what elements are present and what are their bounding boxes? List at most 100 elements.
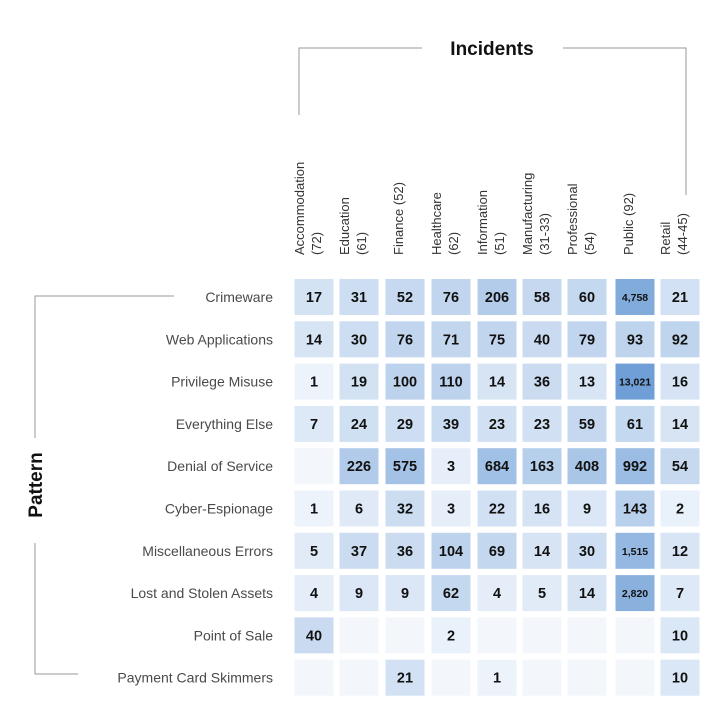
heatmap-cell <box>522 405 562 442</box>
heatmap-cell <box>294 363 334 400</box>
cell-value-label: 1 <box>310 375 318 391</box>
heatmap-cell <box>477 575 517 612</box>
column-label-line: Manufacturing <box>520 173 535 255</box>
cell-value-label: 1 <box>310 502 318 518</box>
heatmap-cell <box>385 279 425 315</box>
row-label: Payment Card Skimmers <box>117 670 273 686</box>
heatmap-cell <box>431 279 471 315</box>
cell-value-label: 163 <box>530 459 554 475</box>
heatmap-cell <box>385 532 425 569</box>
heatmap-cell <box>522 575 562 612</box>
heatmap-cell <box>615 532 655 569</box>
row-label: Denial of Service <box>167 458 273 474</box>
heatmap-cell <box>385 490 425 527</box>
heatmap-cell <box>567 532 607 569</box>
heatmap-cell <box>385 659 425 696</box>
heatmap-cell <box>385 405 425 442</box>
heatmap-cell <box>660 405 700 442</box>
cell-value-label: 14 <box>579 586 595 602</box>
heatmap-cell <box>615 279 655 315</box>
cell-value-label: 14 <box>489 375 505 391</box>
heatmap-cell <box>294 617 334 654</box>
cell-value-label: 69 <box>489 544 505 560</box>
column-label-line: Information <box>475 190 490 255</box>
heatmap-cell <box>477 490 517 527</box>
heatmap-cell <box>567 659 607 696</box>
heatmap-cell <box>522 448 562 485</box>
heatmap-cell <box>477 321 517 358</box>
cell-value-label: 3 <box>447 502 455 518</box>
heatmap-cell <box>431 659 471 696</box>
cell-value-label: 32 <box>397 502 413 518</box>
row-label: Web Applications <box>166 331 273 347</box>
cell-value-label: 5 <box>310 544 318 560</box>
heatmap-cell <box>339 532 379 569</box>
cell-value-label: 110 <box>439 375 462 391</box>
cell-value-label: 71 <box>443 332 459 348</box>
column-label-line: Retail <box>658 222 673 255</box>
row-labels: Crimeware Web Applications Privilege Misus… <box>117 289 273 686</box>
cell-value-label: 93 <box>627 332 643 348</box>
column-label-line: Healthcare <box>429 192 444 255</box>
column-label-line: Accommodation <box>292 162 307 255</box>
column-label-line: (51) <box>492 232 507 255</box>
row-label: Crimeware <box>205 289 273 305</box>
cell-value-label: 9 <box>583 502 591 518</box>
heatmap-cell <box>294 279 334 315</box>
cell-value-label: 36 <box>397 544 413 560</box>
heatmap-cell <box>431 363 471 400</box>
cell-value-label: 1,515 <box>622 546 648 558</box>
heatmap-cell <box>567 490 607 527</box>
row-label: Point of Sale <box>194 627 274 643</box>
column-label: Information (51) <box>475 190 507 255</box>
heatmap-cell <box>339 575 379 612</box>
column-label-line: (44-45) <box>675 213 690 255</box>
cell-value-label: 684 <box>485 459 509 475</box>
cell-value-label: 104 <box>439 544 463 560</box>
heatmap-cell <box>431 448 471 485</box>
heatmap-cell <box>615 363 655 400</box>
cell-value-label: 17 <box>306 290 322 306</box>
cell-value-label: 58 <box>534 290 550 306</box>
cell-value-label: 408 <box>575 459 599 475</box>
heatmap-cell <box>477 617 517 654</box>
heatmap-cell <box>431 532 471 569</box>
column-label-line: (72) <box>309 232 324 255</box>
heatmap-cell <box>660 532 700 569</box>
heatmap-cell <box>615 405 655 442</box>
heatmap-cell <box>431 405 471 442</box>
heatmap-cell <box>567 279 607 315</box>
column-label-line: Finance (52) <box>391 182 406 255</box>
heatmap-cell <box>567 363 607 400</box>
column-label: Accommodation (72) <box>292 162 324 255</box>
cell-value-label: 7 <box>310 417 318 433</box>
cell-value-label: 22 <box>489 502 505 518</box>
cell-value-label: 24 <box>351 417 367 433</box>
cell-value-label: 75 <box>489 332 505 348</box>
cell-value-label: 14 <box>672 417 688 433</box>
cell-value-label: 19 <box>351 375 367 391</box>
heatmap-cell <box>339 448 379 485</box>
column-label-line: (61) <box>354 232 369 255</box>
cell-value-label: 37 <box>351 544 367 560</box>
cell-value-label: 16 <box>534 502 550 518</box>
heatmap-cell <box>294 321 334 358</box>
cell-value-label: 14 <box>306 332 322 348</box>
cell-value-label: 40 <box>306 628 322 644</box>
heatmap-cell <box>339 279 379 315</box>
row-axis-title: Pattern <box>26 452 47 517</box>
cell-value-label: 23 <box>489 417 505 433</box>
heatmap-cell <box>567 448 607 485</box>
cell-value-label: 9 <box>401 586 409 602</box>
heatmap-cell <box>660 321 700 358</box>
cell-value-label: 2,820 <box>622 588 648 600</box>
heatmap-cell <box>660 490 700 527</box>
column-label-line: (62) <box>446 232 461 255</box>
heatmap-cell <box>477 532 517 569</box>
row-label: Everything Else <box>176 416 273 432</box>
cell-value-label: 16 <box>672 375 688 391</box>
column-label: Manufacturing (31-33) <box>520 173 552 255</box>
heatmap-cell <box>385 321 425 358</box>
heatmap-cell <box>522 532 562 569</box>
